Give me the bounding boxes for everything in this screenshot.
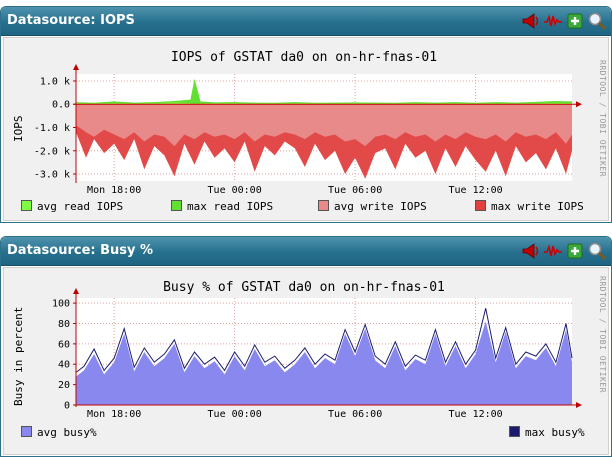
y-tick-label: 20 — [58, 380, 70, 391]
series-avg-write — [76, 104, 572, 147]
x-tick-label: Tue 00:00 — [208, 409, 262, 420]
x-tick-label: Tue 12:00 — [449, 185, 503, 196]
legend-label: max write IOPS — [491, 200, 584, 213]
panel-title: Datasource: Busy % — [7, 243, 154, 258]
y-tick-label: 0.0 — [52, 100, 70, 111]
series-max-busy — [75, 308, 573, 373]
y-tick-label: 40 — [58, 360, 70, 371]
x-axis-arrow — [576, 101, 582, 108]
y-tick-label: 80 — [58, 319, 70, 330]
y-tick-label: -1.0 k — [34, 123, 70, 134]
busy-chart: Busy % of GSTAT da0 on on-hr-fnas-01 Bus… — [3, 267, 609, 455]
iops-chart: IOPS of GSTAT da0 on on-hr-fnas-01 IOPS … — [3, 37, 609, 221]
legend-label: avg busy% — [37, 426, 97, 439]
x-tick-label: Tue 12:00 — [449, 409, 503, 420]
y-tick-label: 0 — [64, 401, 70, 412]
header-icons — [521, 241, 607, 261]
legend-avg-write: avg write IOPS — [318, 200, 427, 213]
magnifier-icon[interactable] — [587, 11, 607, 31]
x-tick-label: Tue 00:00 — [208, 185, 262, 196]
legend-max-write: max write IOPS — [475, 200, 584, 213]
megaphone-icon[interactable] — [521, 11, 541, 31]
legend-swatch — [509, 426, 520, 437]
busy-plot: 100 80 60 40 20 0 Mon 18:00 Tue 00:00 Tue 06:00 T… — [52, 288, 582, 420]
megaphone-icon[interactable] — [521, 241, 541, 261]
graph-wave-icon[interactable] — [543, 241, 563, 261]
chart-title: IOPS of GSTAT da0 on on-hr-fnas-01 — [170, 50, 438, 65]
y-axis-arrow — [73, 64, 79, 70]
legend-label: max read IOPS — [187, 200, 274, 213]
x-tick-label: Mon 18:00 — [87, 185, 141, 196]
legend-avg-busy: avg busy% — [21, 426, 97, 439]
legend-avg-read: avg read IOPS — [21, 200, 123, 213]
legend-max-read: max read IOPS — [171, 200, 273, 213]
plus-icon[interactable] — [565, 241, 585, 261]
y-tick-label: 60 — [58, 339, 70, 350]
x-axis-arrow — [576, 402, 582, 408]
legend-swatch — [318, 200, 329, 211]
y-tick-label: 1.0 k — [40, 76, 70, 87]
legend-swatch — [475, 200, 486, 211]
panel-header: Datasource: Busy % — [1, 237, 611, 266]
x-tick-label: Mon 18:00 — [87, 409, 141, 420]
panel-title: Datasource: IOPS — [7, 13, 135, 28]
chart-title: Busy % of GSTAT da0 on on-hr-fnas-01 — [163, 280, 445, 295]
y-tick-label: -3.0 k — [34, 170, 70, 181]
legend-swatch — [171, 200, 182, 211]
panel-header: Datasource: IOPS — [1, 7, 611, 36]
legend-label: max busy% — [525, 426, 585, 439]
magnifier-icon[interactable] — [587, 241, 607, 261]
legend-label: avg write IOPS — [334, 200, 427, 213]
y-tick-label: 100 — [52, 299, 70, 310]
legend-swatch — [21, 426, 32, 437]
legend-swatch — [21, 200, 32, 211]
header-icons — [521, 11, 607, 31]
iops-panel: Datasource: IOPS IOPS of GSTAT da0 on on… — [0, 6, 612, 223]
y-tick-label: -2.0 k — [34, 146, 70, 157]
plus-icon[interactable] — [565, 11, 585, 31]
busy-panel: Datasource: Busy % Busy % of GSTAT da0 o… — [0, 236, 612, 457]
y-axis-arrow — [73, 288, 79, 294]
series-avg-busy — [76, 321, 572, 405]
legend-label: avg read IOPS — [37, 200, 124, 213]
x-tick-label: Tue 06:00 — [328, 409, 382, 420]
legend-max-busy: max busy% — [509, 426, 585, 439]
x-tick-label: Tue 06:00 — [328, 185, 382, 196]
iops-plot: 1.0 k 0.0 -1.0 k -2.0 k -3.0 k Mon 18:00 Tue 0… — [34, 64, 582, 196]
graph-wave-icon[interactable] — [543, 11, 563, 31]
